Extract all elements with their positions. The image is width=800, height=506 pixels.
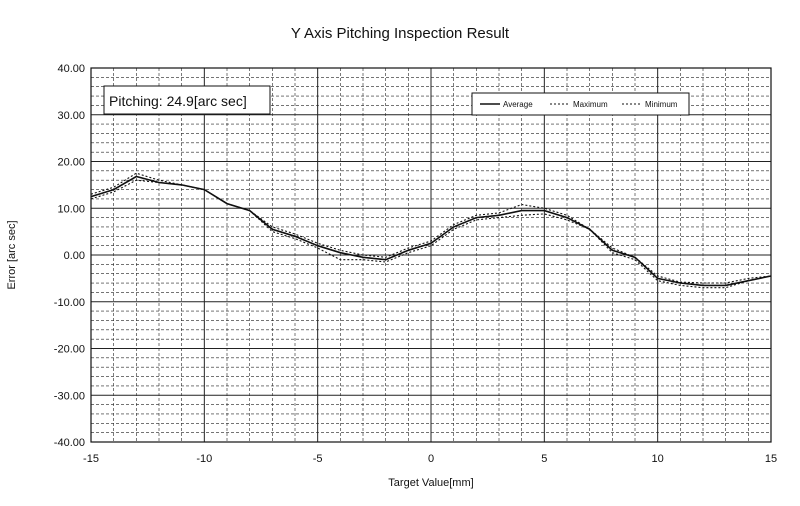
legend-label: Average	[503, 100, 533, 109]
x-tick-labels: -15 -10 -5 0 5 10 15	[83, 453, 777, 465]
pitching-annotation: Pitching: 24.9[arc sec]	[103, 85, 271, 115]
chart-title: Y Axis Pitching Inspection Result	[291, 25, 510, 42]
x-axis-label: Target Value[mm]	[388, 477, 473, 489]
y-tick-label: 0.00	[64, 250, 85, 262]
y-tick-label: 30.00	[57, 110, 85, 122]
y-tick-label: 10.00	[57, 203, 85, 215]
legend-label: Maximum	[573, 100, 608, 109]
y-tick-label: 20.00	[57, 157, 85, 169]
series-line-minimum	[90, 179, 772, 289]
legend: Average Maximum Minimum	[471, 92, 690, 116]
y-tick-label: 40.00	[57, 63, 85, 75]
x-tick-label: 5	[541, 453, 547, 465]
x-tick-label: -15	[83, 453, 99, 465]
series-lines	[90, 172, 772, 289]
annotation-box	[103, 85, 271, 115]
y-tick-label: -40.00	[54, 437, 85, 449]
legend-box	[471, 92, 690, 116]
x-tick-label: -5	[313, 453, 323, 465]
plot-frame	[90, 67, 772, 443]
y-axis-label: Error [arc sec]	[6, 220, 18, 289]
y-tick-label: -10.00	[54, 297, 85, 309]
grid	[91, 68, 771, 442]
x-tick-label: -10	[196, 453, 212, 465]
x-tick-label: 10	[652, 453, 664, 465]
y-tick-label: -30.00	[54, 390, 85, 402]
y-tick-label: -20.00	[54, 344, 85, 356]
x-tick-label: 0	[428, 453, 434, 465]
y-tick-labels: 40.00 30.00 20.00 10.00 0.00 -10.00 -20.00 -30.…	[54, 63, 85, 449]
x-tick-label: 15	[765, 453, 777, 465]
legend-label: Minimum	[645, 100, 678, 109]
annotation-text: Pitching: 24.9[arc sec]	[109, 93, 247, 109]
